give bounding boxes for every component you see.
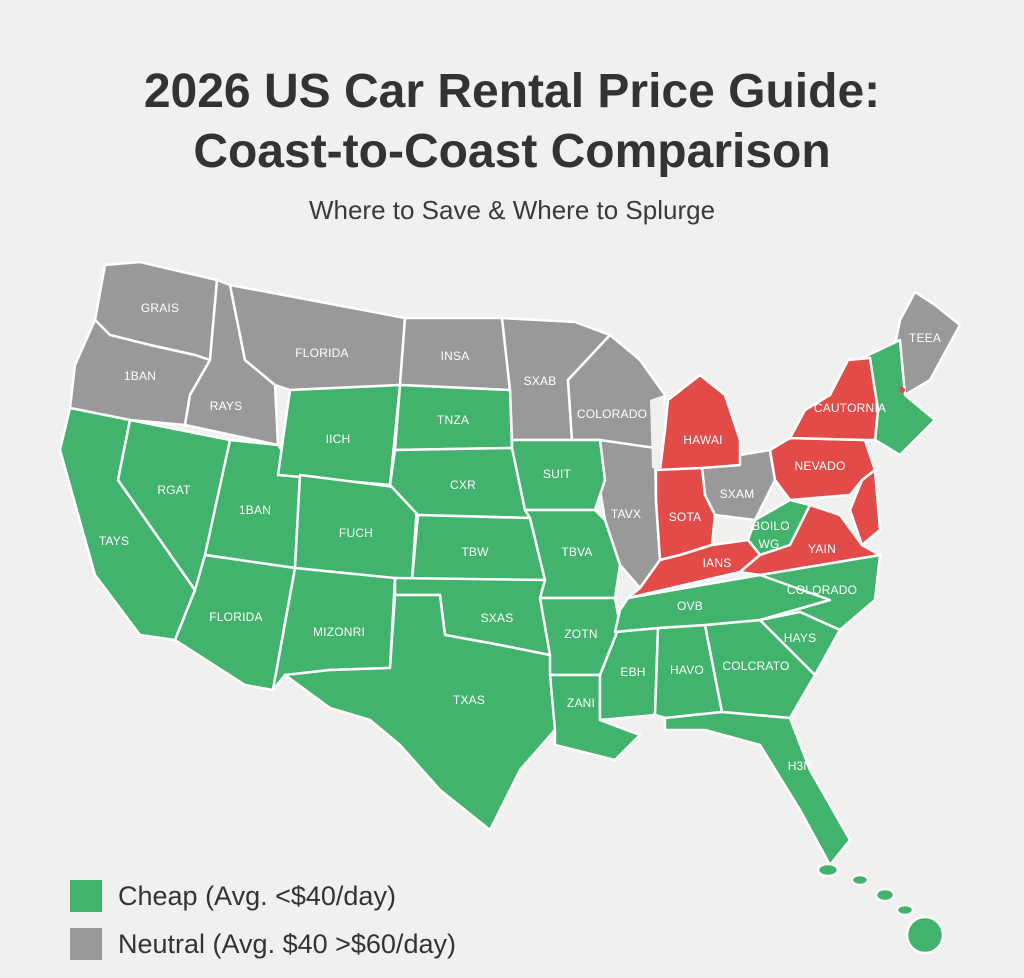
label-maine: TEEA (909, 331, 941, 345)
legend-item-neutral: Neutral (Avg. $40 >$60/day) (70, 928, 456, 960)
label-pennsylvania: NEVADO (795, 459, 846, 473)
label-north-dakota: INSA (441, 349, 470, 363)
state-texas[interactable] (283, 593, 557, 832)
state-florida[interactable] (663, 710, 852, 867)
legend-label-neutral: Neutral (Avg. $40 >$60/day) (118, 928, 456, 959)
label-idaho: RAYS (210, 399, 243, 413)
label-georgia: COLCRATO (722, 659, 789, 673)
label-indiana: SOTA (669, 510, 702, 524)
label-arkansas: ZOTN (564, 627, 597, 641)
label-florida: H3N (788, 759, 813, 773)
label-oklahoma: SXAS (481, 611, 514, 625)
map-subtitle: Where to Save & Where to Splurge (308, 195, 716, 225)
lake-michigan (650, 395, 664, 470)
legend-item-cheap: Cheap (Avg. <$40/day) (70, 880, 456, 912)
label-minnesota: SXAB (524, 374, 557, 388)
state-kentucky[interactable] (626, 538, 762, 600)
label-kansas: TBW (461, 545, 489, 559)
label-ohio: SXAM (720, 487, 755, 501)
label-nevada: RGAT (157, 483, 191, 497)
label-tennessee: OVB (677, 599, 703, 613)
hawaii-island-2[interactable] (850, 873, 870, 887)
hawaii-island-1[interactable] (816, 862, 840, 878)
title-line-2: Coast-to-Coast Comparison (193, 125, 831, 178)
label-illinois: TAVX (611, 507, 641, 521)
map-title: 2026 US Car Rental Price Guide: Coast-to… (0, 62, 1024, 182)
label-nebraska: CXR (450, 478, 476, 492)
label-west-virginia-2: WG (758, 537, 779, 551)
label-south-carolina: HAYS (784, 631, 817, 645)
legend-label-cheap: Cheap (Avg. <$40/day) (118, 880, 396, 911)
label-virginia: YAIN (808, 542, 836, 556)
label-mississippi: EBH (620, 665, 645, 679)
label-north-carolina: COLORADO (787, 583, 857, 597)
label-wisconsin: COLORADO (577, 407, 647, 421)
label-missouri: TBVA (561, 545, 592, 559)
hawaii-island-3[interactable] (874, 887, 896, 903)
label-louisiana: ZANI (567, 696, 595, 710)
state-virginia[interactable] (738, 503, 882, 577)
state-south-carolina[interactable] (758, 610, 842, 677)
label-kentucky: IANS (703, 556, 732, 570)
label-oregon: 1BAN (124, 369, 156, 383)
label-arizona: FLORIDA (209, 610, 262, 624)
label-california: TAYS (99, 534, 129, 548)
marker-dot (899, 387, 905, 393)
legend-swatch-cheap (70, 880, 102, 912)
label-west-virginia-1: BOILO (752, 519, 790, 533)
label-iowa: SUIT (543, 467, 572, 481)
label-montana: FLORIDA (295, 346, 348, 360)
label-alabama: HAVO (670, 663, 704, 677)
label-texas: TXAS (453, 693, 485, 707)
label-michigan: HAWAI (683, 433, 722, 447)
title-line-1: 2026 US Car Rental Price Guide: (143, 65, 881, 118)
legend: Cheap (Avg. <$40/day) Neutral (Avg. $40 … (70, 880, 456, 978)
label-colorado: FUCH (339, 526, 373, 540)
label-wyoming: IICH (326, 432, 351, 446)
label-washington: GRAIS (141, 301, 179, 315)
label-new-york: CAUTORNIA (814, 401, 886, 415)
hawaii-island-5[interactable] (905, 915, 945, 955)
legend-swatch-neutral (70, 928, 102, 960)
label-utah: 1BAN (239, 503, 271, 517)
label-south-dakota: TNZA (437, 413, 469, 427)
label-new-mexico: MIZONRI (313, 625, 365, 639)
hawaii-island-4[interactable] (895, 903, 915, 917)
state-michigan[interactable] (658, 373, 742, 472)
state-new-york[interactable] (788, 356, 880, 442)
